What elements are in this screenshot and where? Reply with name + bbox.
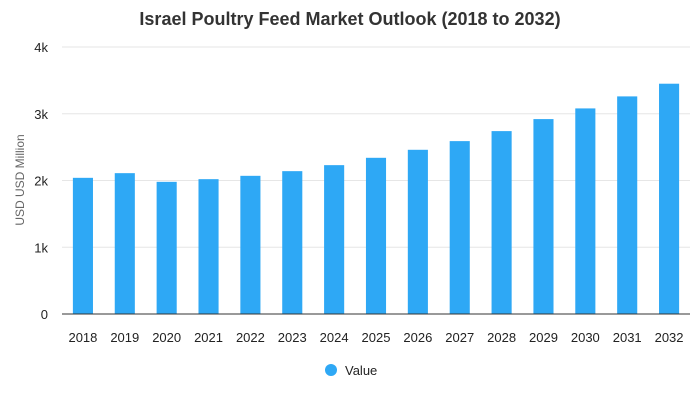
x-tick-label: 2025 — [362, 330, 391, 345]
x-tick-label: 2021 — [194, 330, 223, 345]
x-tick-label: 2024 — [320, 330, 349, 345]
bar-2018[interactable] — [72, 177, 93, 314]
x-tick-label: 2019 — [110, 330, 139, 345]
bar-2022[interactable] — [240, 175, 261, 314]
x-tick-label: 2026 — [403, 330, 432, 345]
bar-2029[interactable] — [533, 119, 554, 314]
x-axis-ticks: 2018 2019 2020 2021 2022 2023 2024 2025 2026 2027… — [68, 330, 683, 345]
y-tick-label: 0 — [41, 307, 48, 322]
legend-label: Value — [345, 363, 377, 378]
bar-2025[interactable] — [365, 157, 387, 314]
y-tick-label: 1k — [34, 240, 48, 255]
bar-2026[interactable] — [407, 149, 428, 314]
x-tick-label: 2027 — [445, 330, 474, 345]
y-axis-ticks: 0 1k 2k 3k 4k — [34, 40, 48, 322]
y-tick-label: 4k — [34, 40, 48, 55]
chart-title: Israel Poultry Feed Market Outlook (2018… — [139, 9, 560, 29]
x-tick-label: 2029 — [529, 330, 558, 345]
bar-2023[interactable] — [282, 171, 303, 314]
x-tick-label: 2018 — [68, 330, 97, 345]
legend[interactable]: Value — [325, 363, 377, 378]
bar-2030[interactable] — [575, 108, 596, 314]
bar-2032[interactable] — [659, 83, 680, 315]
y-tick-label: 3k — [34, 107, 48, 122]
bar-2021[interactable] — [198, 179, 219, 314]
bar-2027[interactable] — [449, 141, 470, 314]
bar-2028[interactable] — [491, 131, 512, 314]
bar-2020[interactable] — [156, 181, 177, 314]
x-tick-label: 2023 — [278, 330, 307, 345]
bars — [72, 83, 680, 315]
x-tick-label: 2031 — [613, 330, 642, 345]
bar-2024[interactable] — [324, 165, 345, 314]
bar-2019[interactable] — [114, 173, 135, 314]
x-tick-label: 2020 — [152, 330, 181, 345]
x-tick-label: 2030 — [571, 330, 600, 345]
y-axis-label: USD USD Million — [13, 134, 27, 225]
x-tick-label: 2032 — [655, 330, 684, 345]
bar-2031[interactable] — [617, 96, 638, 315]
x-tick-label: 2028 — [487, 330, 516, 345]
y-tick-label: 2k — [34, 174, 48, 189]
legend-swatch-icon — [325, 364, 337, 376]
x-tick-label: 2022 — [236, 330, 265, 345]
